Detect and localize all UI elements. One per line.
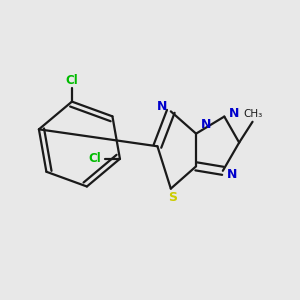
Text: S: S [168,191,177,204]
Text: N: N [157,100,167,113]
Text: Cl: Cl [88,152,101,165]
Text: CH₃: CH₃ [244,109,263,118]
Text: N: N [227,168,238,181]
Text: N: N [229,107,239,120]
Text: Cl: Cl [66,74,78,87]
Text: N: N [201,118,212,131]
